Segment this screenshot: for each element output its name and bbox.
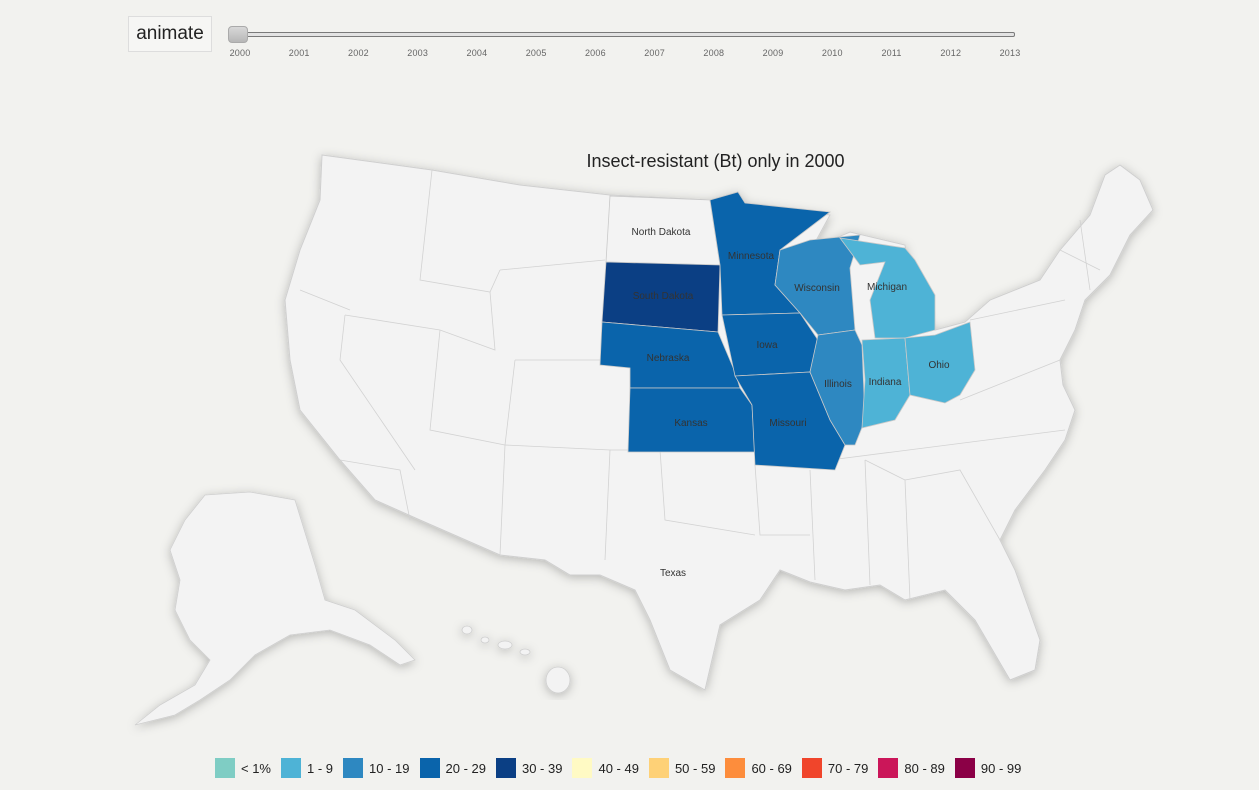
legend-swatch (648, 758, 669, 778)
year-tick-2009[interactable]: 2009 (762, 48, 784, 58)
legend-label: < 1% (241, 760, 271, 776)
legend-swatch (954, 758, 975, 778)
year-tick-2006[interactable]: 2006 (584, 48, 606, 58)
legend-label: 40 - 49 (598, 760, 639, 776)
label-michigan: Michigan (867, 282, 907, 293)
state-ohio (904, 321, 976, 404)
label-south-dakota: South Dakota (633, 291, 694, 302)
legend-swatch (801, 758, 822, 778)
legend-label: 20 - 29 (445, 760, 486, 776)
legend-item: 40 - 49 (572, 758, 639, 778)
year-tick-2011[interactable]: 2011 (881, 48, 902, 58)
label-missouri: Missouri (769, 418, 806, 429)
hawaii (461, 625, 571, 694)
legend-swatch (495, 758, 516, 778)
slider-handle[interactable] (228, 26, 248, 43)
year-tick-2005[interactable]: 2005 (525, 48, 547, 58)
year-tick-2001[interactable]: 2001 (288, 48, 310, 58)
legend-item: 60 - 69 (725, 758, 792, 778)
label-wisconsin: Wisconsin (794, 283, 840, 294)
legend-label: 90 - 99 (980, 760, 1022, 776)
label-texas: Texas (660, 568, 686, 579)
year-tick-2003[interactable]: 2003 (407, 48, 429, 58)
year-tick-2013[interactable]: 2013 (999, 48, 1021, 58)
year-tick-2000[interactable]: 2000 (229, 48, 251, 58)
year-tick-2007[interactable]: 2007 (644, 48, 666, 58)
legend-item: 50 - 59 (648, 758, 716, 778)
label-ohio: Ohio (928, 360, 950, 371)
label-nebraska: Nebraska (647, 353, 690, 364)
legend-item: 1 - 9 (281, 758, 333, 778)
map-title: Insect-resistant (Bt) only in 2000 (586, 151, 845, 171)
legend-item: 30 - 39 (495, 758, 563, 778)
legend-item: < 1% (215, 758, 271, 778)
legend-swatch (572, 758, 593, 778)
legend-swatch (343, 758, 364, 778)
legend-label: 10 - 19 (369, 760, 410, 776)
legend-swatch (878, 758, 899, 778)
year-tick-2012[interactable]: 2012 (940, 48, 962, 58)
legend-item: 20 - 29 (419, 758, 486, 778)
alaska (134, 491, 416, 726)
legend-item: 10 - 19 (343, 758, 410, 778)
label-illinois: Illinois (824, 379, 852, 390)
state-borders (299, 169, 1101, 601)
label-iowa: Iowa (756, 340, 778, 351)
legend-label: 80 - 89 (904, 760, 945, 776)
year-tick-2010[interactable]: 2010 (821, 48, 843, 58)
animate-button[interactable]: animate (128, 16, 212, 52)
legend-swatch (725, 758, 746, 778)
legend-label: 30 - 39 (521, 760, 563, 776)
label-north-dakota: North Dakota (632, 227, 691, 238)
legend-label: 1 - 9 (307, 760, 334, 776)
legend-label: 60 - 69 (751, 760, 792, 776)
legend-label: 50 - 59 (674, 760, 716, 776)
label-indiana: Indiana (869, 377, 902, 388)
legend-label: 70 - 79 (827, 760, 869, 776)
year-tick-2008[interactable]: 2008 (703, 48, 725, 58)
legend-item: 90 - 99 (954, 758, 1022, 778)
year-tick-2002[interactable]: 2002 (348, 48, 369, 58)
legend-swatch (419, 758, 440, 778)
legend-swatch (215, 758, 235, 778)
legend-item: 80 - 89 (878, 758, 945, 778)
legend-swatch (281, 758, 301, 778)
label-kansas: Kansas (674, 418, 707, 429)
state-illinois (809, 329, 866, 446)
year-slider[interactable]: 2000 2001 2002 2003 2004 2005 2006 2007 2008 2009… (228, 26, 1020, 66)
legend: < 1% 1 - 9 10 - 19 20 - 29 30 - 39 40 - 49 50 … (215, 758, 1031, 778)
year-tick-2004[interactable]: 2004 (466, 48, 488, 58)
legend-item: 70 - 79 (801, 758, 869, 778)
label-minnesota: Minnesota (728, 251, 775, 262)
